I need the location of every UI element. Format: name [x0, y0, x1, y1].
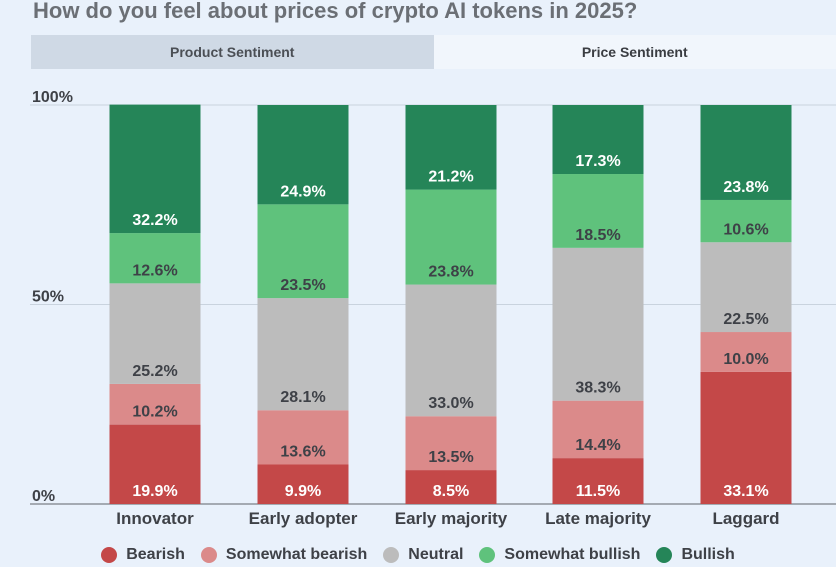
data-label: 23.8% [723, 179, 768, 196]
bar-segment-somewhat-bullish [700, 199, 792, 243]
legend-item-somewhat-bullish[interactable]: Somewhat bullish [479, 546, 640, 564]
bar-segment-somewhat-bullish [552, 174, 644, 248]
bar-segment-neutral [109, 283, 201, 384]
x-tick-label: Late majority [545, 509, 651, 528]
data-label: 14.4% [575, 437, 620, 454]
data-label: 25.2% [132, 363, 177, 380]
chart-legend: Bearish Somewhat bearish Neutral Somewhat b… [0, 544, 836, 566]
legend-item-somewhat-bearish[interactable]: Somewhat bearish [200, 546, 368, 564]
bar-segment-somewhat-bearish [257, 410, 349, 465]
legend-label: Bullish [681, 546, 735, 563]
data-label: 10.0% [723, 351, 768, 368]
data-label: 38.3% [575, 380, 620, 397]
legend-item-neutral[interactable]: Neutral [383, 546, 463, 564]
legend-item-bearish[interactable]: Bearish [101, 546, 185, 564]
x-tick-label: Early majority [395, 509, 508, 528]
legend-swatch [479, 547, 496, 563]
data-label: 28.1% [280, 389, 325, 406]
bar-segment-somewhat-bullish [257, 204, 349, 299]
x-tick-label: Laggard [712, 509, 779, 528]
legend-swatch [101, 547, 118, 563]
x-tick-label: Innovator [116, 509, 194, 528]
data-label: 33.0% [428, 395, 473, 412]
bar-segment-bullish [257, 105, 349, 205]
data-label: 18.5% [575, 227, 620, 244]
data-label: 12.6% [132, 262, 177, 279]
bar-segment-somewhat-bearish [405, 416, 497, 471]
data-label: 10.2% [132, 404, 177, 421]
legend-label: Somewhat bullish [504, 546, 641, 563]
bar-segment-bullish [405, 105, 497, 190]
data-label: 33.1% [723, 483, 768, 500]
legend-swatch [200, 547, 217, 563]
y-tick-label: 50% [32, 289, 64, 306]
legend-swatch [656, 547, 673, 563]
sentiment-tabs: Product Sentiment Price Sentiment [31, 35, 836, 69]
data-label: 8.5% [433, 483, 469, 500]
bar-segment-bearish [700, 371, 792, 504]
legend-swatch [383, 547, 400, 563]
data-label: 10.6% [723, 221, 768, 238]
data-label: 21.2% [428, 169, 473, 186]
chart-title: How do you feel about prices of crypto A… [33, 0, 638, 23]
bar-segment-somewhat-bearish [552, 400, 644, 459]
bar-segment-bullish [109, 104, 201, 234]
bar-segment-somewhat-bearish [109, 383, 201, 425]
data-label: 19.9% [132, 483, 177, 500]
x-tick-label: Early adopter [249, 509, 358, 528]
data-label: 9.9% [285, 483, 321, 500]
data-label: 23.5% [280, 277, 325, 294]
data-label: 23.8% [428, 264, 473, 281]
bar-segment-bearish [405, 470, 497, 504]
tab-price-sentiment[interactable]: Price Sentiment [433, 35, 836, 69]
bar-segment-bearish [257, 464, 349, 504]
bar-segment-neutral [700, 242, 792, 333]
stacked-bar-chart: 0% 50% 100% 19.9% 10.2% 25.2% 12.6% 32.2% Innova… [30, 89, 836, 528]
data-label: 22.5% [723, 311, 768, 328]
bar-segment-bearish [109, 424, 201, 504]
legend-label: Somewhat bearish [225, 546, 368, 563]
bar-segment-bullish [700, 105, 792, 200]
legend-label: Bearish [126, 546, 185, 563]
data-label: 13.5% [428, 449, 473, 466]
bar-segment-bearish [552, 458, 644, 504]
data-label: 13.6% [280, 443, 325, 460]
bar-segment-neutral [257, 298, 349, 411]
tab-product-sentiment[interactable]: Product Sentiment [31, 35, 434, 69]
legend-label: Neutral [408, 546, 464, 563]
bar-segment-neutral [405, 284, 497, 417]
bar-segment-somewhat-bearish [700, 332, 792, 372]
bar-segment-neutral [552, 247, 644, 401]
data-label: 17.3% [575, 153, 620, 170]
y-tick-label: 100% [32, 89, 73, 106]
bar-segment-somewhat-bullish [405, 189, 497, 285]
legend-item-bullish[interactable]: Bullish [656, 546, 735, 564]
y-tick-label: 0% [32, 488, 55, 505]
data-label: 32.2% [132, 212, 177, 229]
data-label: 24.9% [280, 183, 325, 200]
bar-segment-bullish [552, 105, 644, 175]
data-label: 11.5% [576, 483, 620, 500]
bar-segment-somewhat-bullish [109, 233, 201, 284]
